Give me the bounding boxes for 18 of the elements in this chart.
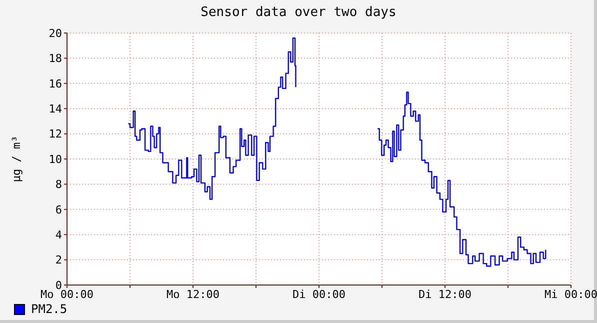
y-tick-label: 12: [48, 128, 62, 141]
y-axis-title: µg / m³: [10, 136, 23, 182]
y-tick-label: 0: [55, 278, 62, 292]
x-tick-label: Mi 00:00: [544, 288, 597, 301]
y-tick-label: 10: [48, 152, 62, 166]
legend-label: PM2.5: [31, 302, 68, 316]
y-tick-label: 4: [55, 228, 62, 242]
y-tick-label: 18: [48, 52, 62, 66]
y-tick-label: 14: [48, 102, 62, 116]
chart-title: Sensor data over two days: [200, 5, 398, 20]
y-tick-label: 20: [48, 26, 62, 40]
y-tick-label: 8: [55, 178, 62, 192]
y-tick-label: 6: [55, 203, 62, 216]
x-tick-label: Di 00:00: [292, 288, 346, 301]
x-tick-label: Di 12:00: [418, 288, 472, 301]
y-tick-label: 2: [55, 254, 62, 267]
y-tick-label: 16: [48, 77, 62, 90]
x-tick-label: Mo 12:00: [166, 288, 220, 301]
